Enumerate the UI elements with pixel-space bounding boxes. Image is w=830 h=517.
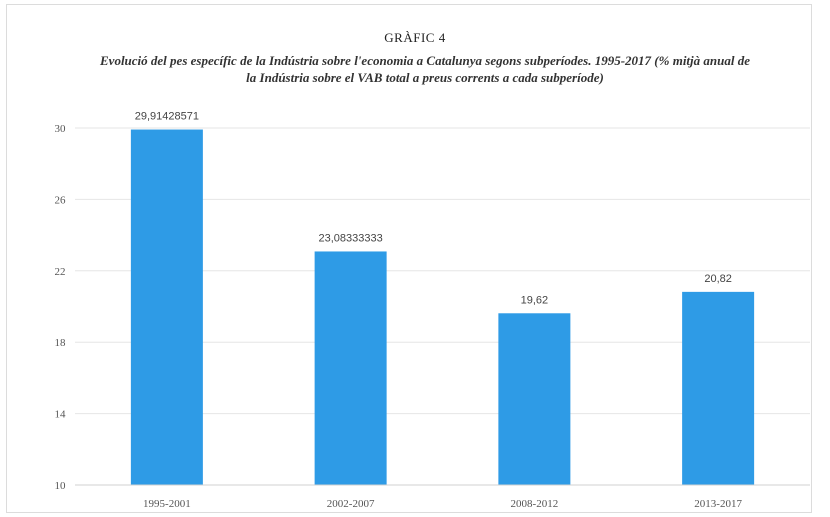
- bar: [130, 129, 203, 485]
- y-tick-label: 18: [55, 337, 67, 349]
- y-tick-label: 30: [55, 123, 67, 135]
- y-axis: 10 14 18 22 26 30: [55, 123, 67, 492]
- chart-label: GRÀFIC 4: [384, 30, 446, 45]
- bar: [314, 251, 387, 485]
- x-tick-label: 2008-2012: [511, 498, 559, 510]
- bar: [682, 291, 755, 485]
- x-tick-label: 2002-2007: [327, 498, 375, 510]
- chart-title: Evolució del pes específic de la Indústr…: [100, 53, 750, 85]
- y-tick-label: 26: [55, 194, 67, 206]
- y-tick-label: 10: [55, 480, 67, 492]
- data-label: 29,91428571: [135, 111, 199, 123]
- chart-frame: [6, 4, 812, 513]
- data-labels: 29,91428571 23,08333333 19,62 20,82: [135, 111, 732, 307]
- bar: [498, 313, 571, 485]
- y-tick-label: 14: [55, 409, 67, 421]
- data-label: 23,08333333: [319, 232, 383, 244]
- x-axis: 1995-2001 2002-2007 2008-2012 2013-2017: [75, 484, 810, 510]
- x-tick-label: 1995-2001: [143, 498, 191, 510]
- x-tick-label: 2013-2017: [694, 498, 742, 510]
- data-label: 20,82: [704, 273, 732, 285]
- bars: [130, 129, 755, 485]
- y-tick-label: 22: [55, 266, 66, 278]
- data-label: 19,62: [521, 294, 549, 306]
